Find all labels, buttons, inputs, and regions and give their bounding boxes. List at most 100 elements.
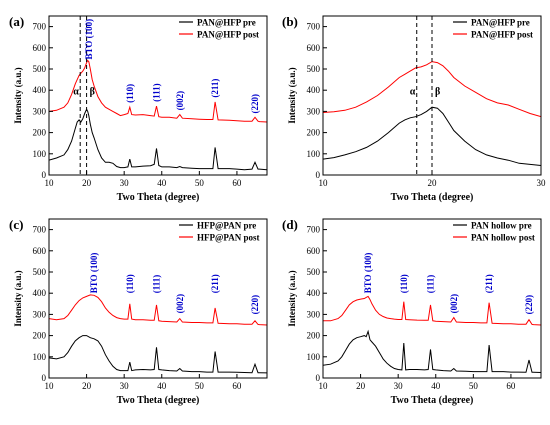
panel-a-xtick-label-3: 40 <box>157 178 167 188</box>
panel-b-xtick-label-0: 10 <box>319 178 329 188</box>
panel-c-xtick-label-2: 30 <box>120 381 130 391</box>
panel-c-legend-label-pre: HFP@PAN pre <box>197 221 256 231</box>
panel-d-ylabel: Intensity (a.u.) <box>287 270 297 326</box>
panel-d-ytick-label-2: 200 <box>307 331 321 341</box>
panel-a-xtick-label-1: 20 <box>82 178 92 188</box>
panel-b-label: (b) <box>282 14 298 29</box>
panel-d-annotation-5: (220) <box>524 295 534 315</box>
panel-b-xtick-label-1: 20 <box>428 178 438 188</box>
panel-a-legend-label-post: PAN@HFP post <box>197 30 259 40</box>
panel-b-xlabel: Two Theta (degree) <box>391 192 474 203</box>
panel-a-phase-mark-1: β <box>90 86 95 97</box>
panel-b-ylabel: Intensity (a.u.) <box>287 67 297 123</box>
panel-c-xtick-label-1: 20 <box>82 381 92 391</box>
panel-d-ytick-label-0: 0 <box>316 373 321 383</box>
panel-b-ytick-label-6: 600 <box>307 43 321 53</box>
panel-d-annotation-0: BTO (100) <box>363 253 373 294</box>
panel-c-frame <box>48 218 268 379</box>
panel-a-ylabel: Intensity (a.u.) <box>13 67 23 123</box>
panel-b-ytick-label-5: 500 <box>307 64 321 74</box>
panel-a-annotation-0: BTO (100) <box>84 19 94 60</box>
panel-b-legend-label-pre: PAN@HFP pre <box>471 18 530 28</box>
panel-a-xtick-label-4: 50 <box>195 178 205 188</box>
panel-a-ytick-label-6: 600 <box>33 43 47 53</box>
panel-c-xtick-label-4: 50 <box>195 381 205 391</box>
panel-a-ytick-label-2: 200 <box>33 128 47 138</box>
panel-a-xlabel: Two Theta (degree) <box>117 192 200 203</box>
panel-b-ytick-label-1: 100 <box>307 149 321 159</box>
panel-c-ytick-label-4: 400 <box>33 288 47 298</box>
panel-c-ytick-label-3: 300 <box>33 309 47 319</box>
panel-b-phase-mark-0: α <box>410 86 416 97</box>
panel-c: (c) BTO (100) (110) (111) (002) (211) (220) 10 2… <box>9 217 268 406</box>
panel-d-label: (d) <box>282 217 298 232</box>
panel-b-legend-label-post: PAN@HFP post <box>471 30 533 40</box>
panel-d-annotation-1: (110) <box>399 274 409 293</box>
panel-d-ytick-label-6: 600 <box>307 246 321 256</box>
panel-c-annotation-3: (002) <box>175 294 185 314</box>
panel-a-phase-mark-0: α <box>73 86 79 97</box>
panel-c-annotation-4: (211) <box>210 274 220 293</box>
panel-d-legend-label-post: PAN hollow post <box>471 233 535 243</box>
panel-d-ytick-label-5: 500 <box>307 267 321 277</box>
panel-a-ytick-label-0: 0 <box>42 170 47 180</box>
panel-a-legend-label-pre: PAN@HFP pre <box>197 18 256 28</box>
panel-a-xtick-label-2: 30 <box>120 178 130 188</box>
panel-d-xtick-label-0: 10 <box>319 381 329 391</box>
panel-c-ylabel: Intensity (a.u.) <box>13 270 23 326</box>
panel-a-annotation-3: (002) <box>175 91 185 111</box>
panel-d-xtick-label-5: 60 <box>506 381 516 391</box>
panel-b-series-post-line <box>323 61 541 118</box>
panel-d-ytick-label-1: 100 <box>307 352 321 362</box>
panel-b-ytick-label-3: 300 <box>307 106 321 116</box>
panel-d-xtick-label-2: 30 <box>394 381 404 391</box>
panel-c-annotation-0: BTO (100) <box>89 253 99 294</box>
panel-b-series-pre-line <box>323 106 541 166</box>
panel-d-ytick-label-4: 400 <box>307 288 321 298</box>
panel-a-ytick-label-5: 500 <box>33 64 47 74</box>
panel-c-ytick-label-6: 600 <box>33 246 47 256</box>
panel-c-xtick-label-3: 40 <box>157 381 167 391</box>
panel-d-xtick-label-1: 20 <box>356 381 366 391</box>
panel-a-series-pre-line <box>49 108 267 171</box>
panel-a-frame <box>48 15 268 176</box>
panel-c-xtick-label-0: 10 <box>45 381 55 391</box>
panel-d-legend-label-pre: PAN hollow pre <box>471 221 532 231</box>
panel-c-ytick-label-5: 500 <box>33 267 47 277</box>
panel-c-xlabel: Two Theta (degree) <box>117 395 200 406</box>
panel-b-xtick-label-2: 30 <box>537 178 547 188</box>
panel-a-xtick-label-0: 10 <box>45 178 55 188</box>
panel-a-ytick-label-4: 400 <box>33 85 47 95</box>
panel-d-ytick-label-3: 300 <box>307 309 321 319</box>
panel-a-series-post-line <box>49 59 267 123</box>
panel-d-series-pre-line <box>323 329 541 373</box>
panel-c-legend-label-post: HFP@PAN post <box>197 233 259 243</box>
panel-d-annotation-4: (211) <box>484 274 494 293</box>
panel-b-ytick-label-2: 200 <box>307 128 321 138</box>
panel-a-xtick-label-5: 60 <box>232 178 242 188</box>
panel-a-annotation-2: (111) <box>151 83 161 102</box>
panel-a-label: (a) <box>9 14 24 29</box>
panel-c-annotation-1: (110) <box>125 274 135 293</box>
panel-c-ytick-label-7: 700 <box>33 225 47 235</box>
panel-a-ytick-label-7: 700 <box>33 22 47 32</box>
panel-d-xtick-label-4: 50 <box>469 381 479 391</box>
panel-c-annotation-5: (220) <box>250 295 260 315</box>
panel-a: (a) α β BTO (100) (110) (111) (002) (211) (220) 1… <box>9 14 268 203</box>
panel-b-ytick-label-7: 700 <box>307 22 321 32</box>
panel-d-frame <box>322 218 542 379</box>
panel-d-annotation-2: (111) <box>425 275 435 294</box>
panel-c-series-pre-line <box>49 335 267 374</box>
panel-d-xtick-label-3: 40 <box>431 381 441 391</box>
panel-b-ytick-label-0: 0 <box>316 170 321 180</box>
panel-c-ytick-label-1: 100 <box>33 352 47 362</box>
panel-c-label: (c) <box>9 217 23 232</box>
panel-c-xtick-label-5: 60 <box>232 381 242 391</box>
panel-a-annotation-1: (110) <box>125 84 135 103</box>
panel-c-annotation-2: (111) <box>151 275 161 294</box>
panel-d-ytick-label-7: 700 <box>307 225 321 235</box>
panel-c-series-post-line <box>49 294 267 326</box>
panel-a-annotation-5: (220) <box>250 94 260 114</box>
panel-c-ytick-label-0: 0 <box>42 373 47 383</box>
